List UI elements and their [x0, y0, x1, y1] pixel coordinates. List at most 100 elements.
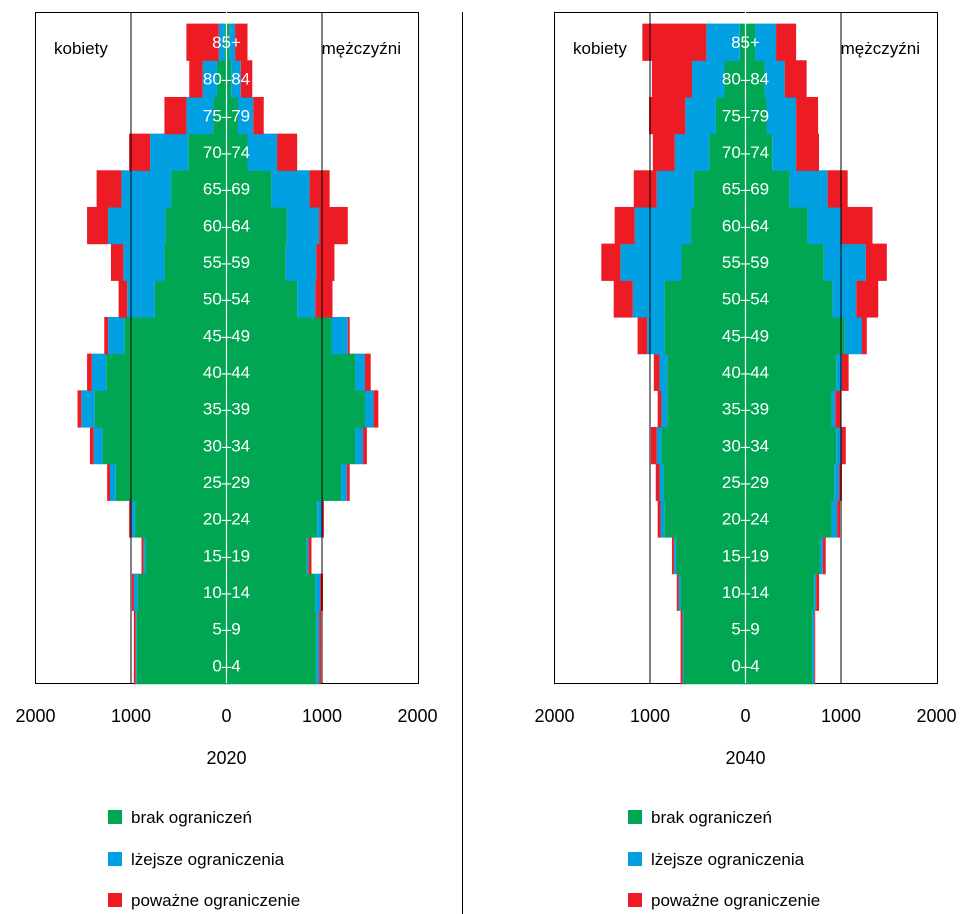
legend-right: brak ograniczeń lżejsze ograniczenia pow… [628, 808, 820, 910]
bar-women-severe [681, 610, 683, 647]
bar-women-severe [601, 244, 620, 281]
bar-men-light [831, 500, 837, 537]
x-tick-label: 1000 [302, 706, 342, 726]
x-tick-label: 2000 [916, 706, 956, 726]
age-label: 80–84 [203, 70, 250, 89]
bar-men-light [814, 574, 816, 611]
bar-men-severe [277, 134, 297, 171]
age-label: 70–74 [203, 143, 250, 162]
bar-women-severe [677, 574, 679, 611]
bar-women-light [657, 170, 694, 207]
x-tick-label: 2000 [15, 706, 55, 726]
bar-men-light [836, 427, 841, 464]
bar-men-light [316, 610, 319, 647]
bar-women-light [675, 134, 709, 171]
bar-men-light [808, 207, 841, 244]
bar-men-severe [374, 390, 379, 427]
bar-men-light [845, 317, 862, 354]
bar-women-severe [638, 317, 648, 354]
bar-women-severe [642, 24, 706, 61]
bar-men-light [812, 647, 814, 684]
age-label: 40–44 [722, 363, 769, 382]
bar-men-severe [347, 464, 350, 501]
bar-men-severe [835, 390, 841, 427]
bar-men-severe [785, 60, 807, 97]
bar-women-severe [651, 427, 657, 464]
bar-women-light [136, 610, 137, 647]
bar-men-light [287, 207, 319, 244]
bar-women-light [661, 390, 667, 427]
bar-men-severe [253, 97, 264, 134]
age-label: 20–24 [203, 510, 250, 529]
bar-women-light [685, 97, 716, 134]
bar-women-severe [119, 280, 128, 317]
bar-women-severe [656, 464, 660, 501]
legend-label-none: brak ograniczeń [651, 808, 772, 827]
bar-women-light [679, 574, 681, 611]
bar-women-severe [649, 97, 685, 134]
age-label: 60–64 [203, 216, 250, 235]
age-label: 45–49 [203, 326, 250, 345]
age-label: 35–39 [203, 400, 250, 419]
bar-women-severe [672, 537, 674, 574]
bar-men-light [772, 134, 796, 171]
bar-men-severe [319, 647, 321, 684]
bar-women-severe [142, 537, 144, 574]
age-label: 10–14 [203, 583, 250, 602]
bar-women-severe [129, 134, 150, 171]
bar-men-light [824, 244, 866, 281]
age-label: 70–74 [722, 143, 769, 162]
bar-men-light [832, 280, 856, 317]
bar-men-light [831, 390, 835, 427]
bar-men-severe [776, 24, 796, 61]
bar-men-light [365, 390, 374, 427]
bar-men-severe [814, 610, 815, 647]
women-label: kobiety [573, 39, 627, 58]
year-label: 2040 [725, 748, 765, 768]
bar-women-light [136, 647, 137, 684]
legend-label-severe: poważne ograniczenie [651, 891, 820, 910]
age-label: 20–24 [722, 510, 769, 529]
x-tick-label: 1000 [111, 706, 151, 726]
bar-men-severe [866, 244, 887, 281]
age-label: 65–69 [203, 180, 250, 199]
bar-men-light [812, 610, 814, 647]
bar-women-light [134, 574, 138, 611]
bar-women-severe [653, 134, 675, 171]
bar-men-light [355, 427, 363, 464]
bar-men-severe [823, 537, 826, 574]
age-label: 85+ [731, 33, 760, 52]
men-label: mężczyźni [322, 39, 401, 58]
age-label: 5–9 [212, 620, 240, 639]
legend-label-light: lżejsze ograniczenia [651, 850, 805, 869]
bar-women-light [633, 280, 665, 317]
age-label: 85+ [212, 33, 241, 52]
age-label: 50–54 [203, 290, 250, 309]
bar-women-severe [104, 317, 108, 354]
bar-women-light [110, 464, 116, 501]
bar-women-severe [87, 354, 92, 391]
x-tick-label: 0 [221, 706, 231, 726]
bar-men-severe [862, 317, 867, 354]
age-label: 25–29 [203, 473, 250, 492]
age-label: 80–84 [722, 70, 769, 89]
bar-women-severe [189, 60, 202, 97]
bar-women-light [692, 60, 724, 97]
women-label: kobiety [54, 39, 108, 58]
bar-women-light [661, 500, 665, 537]
bar-men-light [767, 97, 797, 134]
bar-women-light [94, 427, 103, 464]
age-label: 45–49 [722, 326, 769, 345]
bar-men-severe [828, 170, 848, 207]
bar-men-light [297, 280, 315, 317]
bar-women-severe [658, 500, 661, 537]
age-label: 75–79 [203, 106, 250, 125]
legend-swatch-none [628, 810, 642, 824]
legend-label-none: brak ograniczeń [131, 808, 252, 827]
age-label: 55–59 [203, 253, 250, 272]
bar-women-light [674, 537, 676, 574]
legend-swatch-severe [108, 893, 122, 907]
bar-men-severe [315, 280, 332, 317]
bar-women-light [682, 647, 683, 684]
